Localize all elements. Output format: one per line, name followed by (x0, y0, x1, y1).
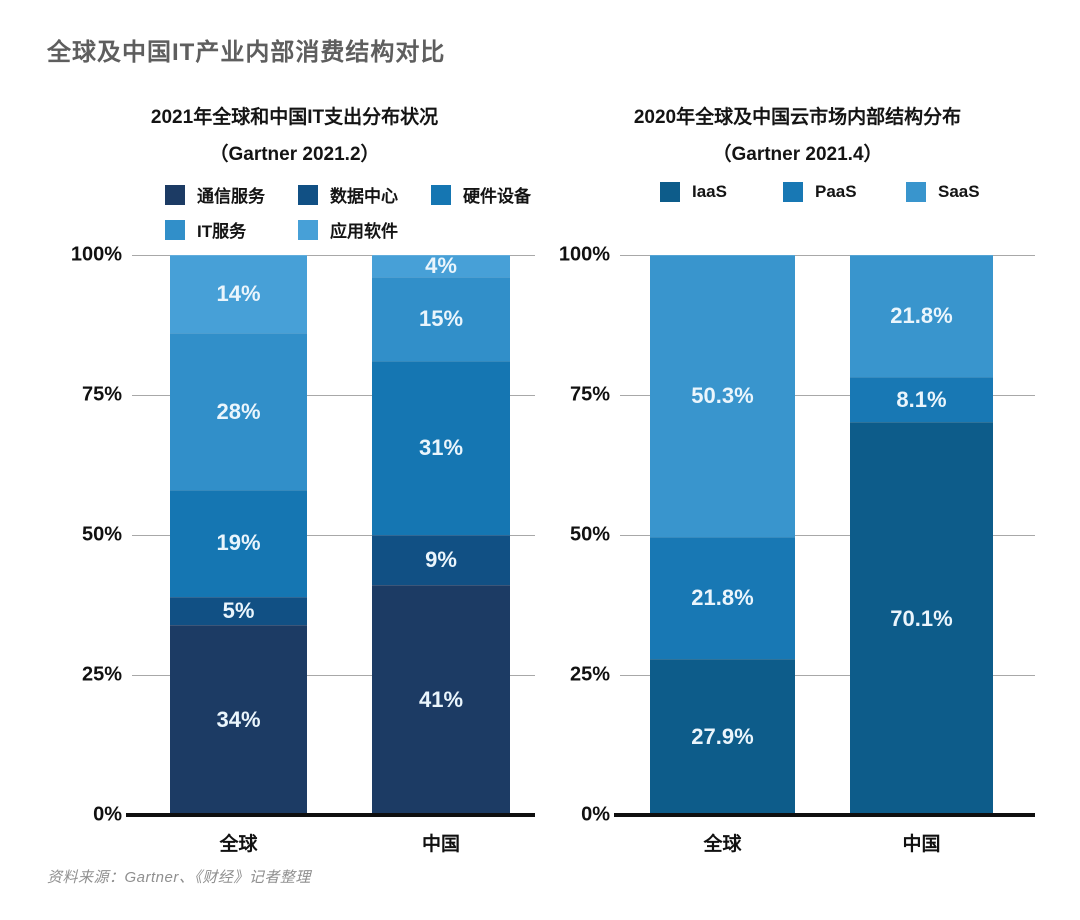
bar-segment: 9% (372, 535, 510, 586)
stacked-bar: 14% 28% 19% 5% 34% (170, 255, 307, 815)
bar-segment: 5% (170, 596, 307, 625)
legend-item: IaaS (660, 182, 783, 202)
bar-segment: 19% (170, 490, 307, 597)
plot-area: 100% 75% 50% 25% 0% 50.3% 21.8% 27.9% 全球 21.8% 8.1… (559, 244, 1035, 855)
legend-label: IT服务 (197, 222, 247, 241)
legend-swatch-icon (165, 219, 185, 240)
gridline (620, 675, 1035, 676)
segment-value-label: 4% (425, 253, 457, 279)
segment-value-label: 14% (216, 281, 261, 307)
legend-label: 硬件设备 (463, 187, 531, 206)
y-axis-tick-label: 75% (81, 383, 122, 406)
legend-item: 数据中心 (298, 182, 431, 207)
gridline (132, 255, 535, 256)
plot-area: 100% 75% 50% 25% 0% 14% 28% 19% 5% 34% 全球 4% 15% 31% 9… (71, 244, 535, 855)
chart-subtitle: （Gartner 2021.4） (712, 144, 883, 165)
legend: 通信服务 数据中心 硬件设备 IT服务 应用软件 (165, 182, 542, 242)
gridline (620, 395, 1035, 396)
legend-swatch-icon (298, 219, 318, 240)
legend-label: IaaS (692, 182, 727, 201)
y-axis-tick-label: 50% (569, 523, 610, 546)
legend-item: SaaS (906, 182, 1029, 202)
y-axis-tick-label: 25% (569, 663, 610, 686)
segment-value-label: 21.8% (691, 584, 754, 610)
segment-value-label: 8.1% (896, 386, 947, 412)
segment-value-label: 19% (216, 530, 261, 556)
segment-value-label: 27.9% (691, 723, 754, 749)
segment-value-label: 70.1% (890, 605, 953, 631)
bar-segment: 21.8% (650, 536, 795, 659)
x-axis-category-label: 全球 (703, 834, 742, 855)
segment-value-label: 31% (418, 435, 464, 461)
legend: IaaS PaaS SaaS (660, 182, 1050, 202)
y-axis-tick-label: 75% (569, 383, 610, 406)
legend-swatch-icon (431, 184, 451, 205)
bar-segment: 4% (372, 253, 510, 279)
gridline (620, 535, 1035, 536)
legend-item: IT服务 (165, 217, 298, 242)
gridline (132, 395, 535, 396)
bar-segment: 28% (170, 333, 307, 491)
legend-swatch-icon (783, 182, 803, 202)
legend-label: 通信服务 (197, 187, 265, 206)
legend-swatch-icon (298, 184, 318, 205)
y-axis-tick-label: 25% (81, 663, 122, 686)
x-axis-line (126, 813, 535, 817)
chart-cloud-market: 2020年全球及中国云市场内部结构分布 （Gartner 2021.4） Iaa… (545, 100, 1050, 890)
legend-label: SaaS (938, 182, 980, 201)
y-axis-tick-label: 100% (70, 243, 122, 266)
segment-value-label: 5% (222, 597, 255, 623)
x-axis-line (614, 813, 1035, 817)
gridline (132, 675, 535, 676)
y-axis-tick-label: 100% (558, 243, 610, 266)
bar-segment: 50.3% (650, 255, 795, 537)
legend-item: 应用软件 (298, 217, 431, 242)
bar-segment: 70.1% (850, 422, 993, 815)
y-axis-tick-label: 0% (93, 803, 122, 826)
page-title: 全球及中国IT产业内部消费结构对比 (47, 39, 446, 66)
segment-value-label: 28% (216, 398, 261, 424)
stacked-bar: 21.8% 8.1% 70.1% (850, 255, 993, 815)
chart-title: 2021年全球和中国IT支出分布状况 (150, 107, 439, 128)
chart-title: 2020年全球及中国云市场内部结构分布 (633, 107, 962, 128)
bar-segment: 41% (372, 585, 510, 815)
segment-value-label: 15% (418, 306, 464, 332)
legend-swatch-icon (165, 184, 185, 205)
bar-segment: 14% (170, 255, 307, 334)
stacked-bar: 4% 15% 31% 9% 41% (372, 255, 510, 815)
legend-label: 应用软件 (330, 222, 398, 241)
chart-subtitle: （Gartner 2021.2） (209, 144, 380, 165)
bar-segment: 31% (372, 361, 510, 536)
gridline (132, 535, 535, 536)
legend-swatch-icon (906, 182, 926, 202)
segment-value-label: 50.3% (691, 382, 754, 408)
legend-label: 数据中心 (330, 187, 398, 206)
source-note: 资料来源：Gartner、《财经》记者整理 (47, 869, 311, 886)
y-axis-tick-label: 50% (81, 523, 122, 546)
legend-item: 硬件设备 (431, 182, 564, 207)
bar-segment: 8.1% (850, 377, 993, 423)
x-axis-category-label: 全球 (219, 834, 258, 855)
segment-value-label: 9% (425, 547, 457, 573)
y-axis-tick-label: 0% (581, 803, 610, 826)
bar-segment: 15% (372, 277, 510, 362)
legend-label: PaaS (815, 182, 857, 201)
segment-value-label: 21.8% (890, 303, 953, 329)
legend-item: PaaS (783, 182, 906, 202)
x-axis-category-label: 中国 (902, 834, 941, 855)
segment-value-label: 34% (216, 706, 261, 732)
bar-segment: 21.8% (850, 255, 993, 378)
legend-item: 通信服务 (165, 182, 298, 207)
segment-value-label: 41% (418, 687, 464, 713)
stacked-bar: 50.3% 21.8% 27.9% (650, 255, 795, 815)
bar-segment: 27.9% (650, 658, 795, 815)
gridline (620, 255, 1035, 256)
chart-it-spending: 2021年全球和中国IT支出分布状况 （Gartner 2021.2） 通信服务… (47, 100, 542, 890)
bar-segment: 34% (170, 624, 307, 815)
x-axis-category-label: 中国 (421, 834, 461, 855)
legend-swatch-icon (660, 182, 680, 202)
